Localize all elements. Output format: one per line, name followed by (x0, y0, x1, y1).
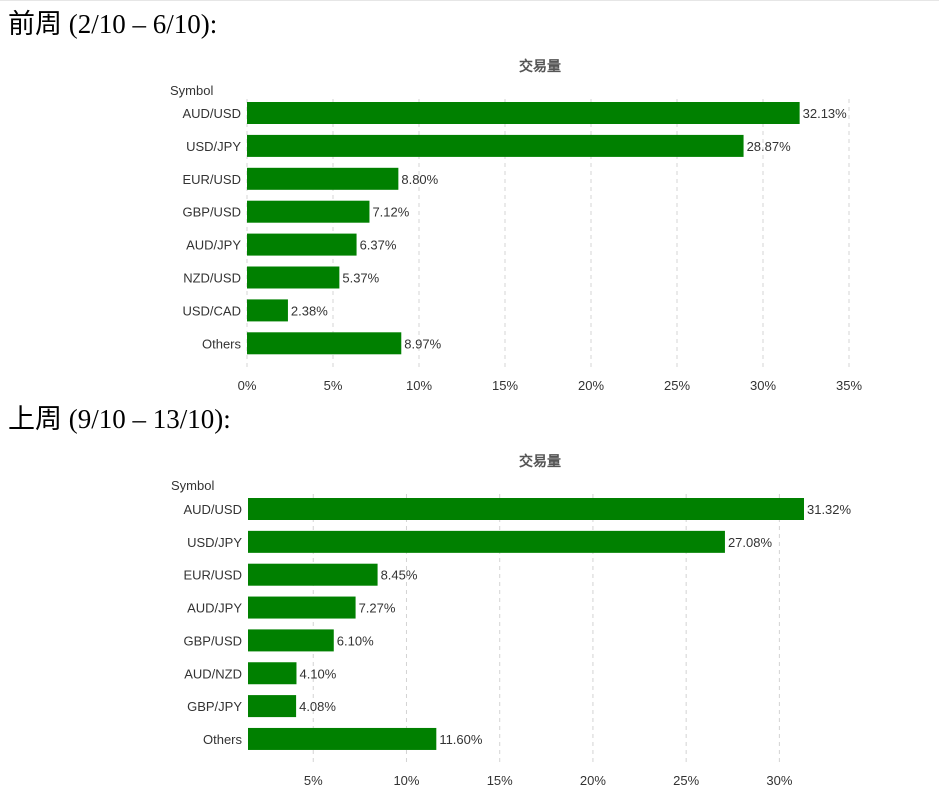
category-label-usd-cad: USD/CAD (182, 303, 241, 318)
bar-others (248, 727, 437, 750)
bar-gbp-usd (247, 200, 370, 223)
tick-label-25: 25% (664, 378, 690, 393)
bar-gbp-usd (248, 629, 334, 652)
tick-label-35: 35% (836, 378, 862, 393)
value-label-gbp-jpy: 4.08% (299, 699, 336, 714)
y-axis-label: Symbol (170, 83, 213, 98)
bar-nzd-usd (247, 266, 340, 289)
tick-label-0: 0% (238, 378, 257, 393)
bar-aud-jpy (247, 233, 357, 256)
bar-aud-usd (248, 498, 804, 520)
tick-label-5: 5% (304, 773, 323, 788)
volume-bar-chart-previous-week: 交易量 Symbol AUD/USD 32.13% USD/JPY 28.87% EUR/U… (170, 58, 862, 393)
category-label-eur-usd: EUR/USD (182, 172, 241, 187)
chart-title: 交易量 (519, 453, 561, 469)
value-label-gbp-usd: 6.10% (337, 633, 374, 648)
category-label-aud-usd: AUD/USD (183, 502, 242, 517)
category-label-aud-jpy: AUD/JPY (186, 238, 241, 253)
category-label-usd-jpy: USD/JPY (187, 535, 242, 550)
category-label-usd-jpy: USD/JPY (186, 139, 241, 154)
bar-aud-usd (247, 102, 800, 124)
category-label-others: Others (202, 336, 242, 351)
value-label-eur-usd: 8.80% (401, 172, 438, 187)
tick-label-10: 10% (406, 378, 432, 393)
bar-usd-jpy (248, 530, 725, 553)
tick-label-15: 15% (492, 378, 518, 393)
category-label-eur-usd: EUR/USD (183, 568, 242, 583)
period-heading-previous-week: 前周 (2/10 – 6/10): (8, 9, 218, 39)
value-label-others: 8.97% (404, 336, 441, 351)
category-label-others: Others (203, 732, 243, 747)
bar-gbp-jpy (248, 695, 297, 718)
bar-eur-usd (247, 167, 399, 190)
value-label-aud-usd: 31.32% (807, 502, 852, 517)
value-label-usd-jpy: 27.08% (728, 535, 773, 550)
value-label-usd-jpy: 28.87% (747, 139, 792, 154)
bar-eur-usd (248, 563, 378, 586)
value-label-nzd-usd: 5.37% (342, 271, 379, 286)
tick-label-5: 5% (324, 378, 343, 393)
category-label-gbp-jpy: GBP/JPY (187, 699, 242, 714)
bar-usd-jpy (247, 134, 744, 157)
tick-label-25: 25% (673, 773, 699, 788)
y-axis-label: Symbol (171, 478, 214, 493)
bar-aud-jpy (248, 596, 356, 619)
tick-label-30: 30% (750, 378, 776, 393)
value-label-usd-cad: 2.38% (291, 303, 328, 318)
chart-title: 交易量 (519, 58, 561, 74)
category-label-aud-nzd: AUD/NZD (184, 666, 242, 681)
category-label-aud-usd: AUD/USD (182, 106, 241, 121)
volume-bar-chart-last-week: 交易量 Symbol AUD/USD 31.32% USD/JPY 27.08% EUR/U… (171, 453, 852, 788)
top-divider (0, 0, 939, 1)
tick-label-15: 15% (487, 773, 513, 788)
tick-label-20: 20% (580, 773, 606, 788)
category-label-gbp-usd: GBP/USD (183, 633, 242, 648)
value-label-aud-usd: 32.13% (803, 106, 848, 121)
tick-label-10: 10% (393, 773, 419, 788)
value-label-aud-nzd: 4.10% (299, 666, 336, 681)
value-label-aud-jpy: 7.27% (359, 601, 396, 616)
period-heading-last-week: 上周 (9/10 – 13/10): (8, 404, 231, 434)
value-label-others: 11.60% (439, 732, 483, 747)
value-label-gbp-usd: 7.12% (372, 205, 409, 220)
bar-aud-nzd (248, 662, 297, 685)
tick-label-20: 20% (578, 378, 604, 393)
category-label-nzd-usd: NZD/USD (183, 271, 241, 286)
bar-others (247, 332, 402, 355)
bar-usd-cad (247, 299, 288, 322)
value-label-eur-usd: 8.45% (381, 568, 418, 583)
tick-label-30: 30% (766, 773, 792, 788)
category-label-aud-jpy: AUD/JPY (187, 601, 242, 616)
value-label-aud-jpy: 6.37% (360, 238, 397, 253)
category-label-gbp-usd: GBP/USD (182, 205, 241, 220)
